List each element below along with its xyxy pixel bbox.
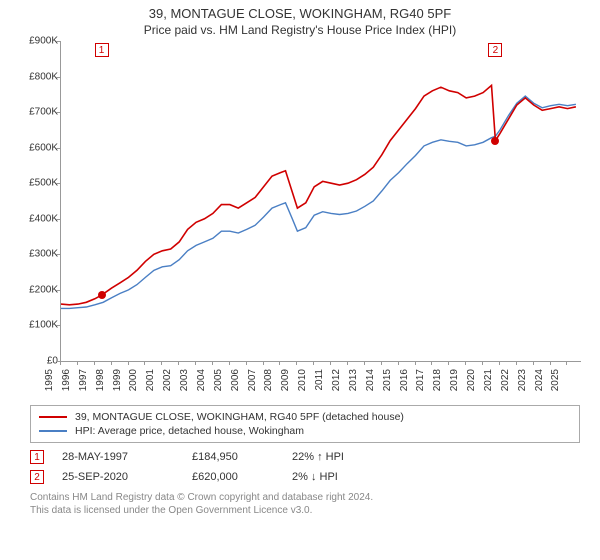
legend-swatch [39, 430, 67, 432]
chart-area: 12 £0£100K£200K£300K£400K£500K£600K£700K… [10, 41, 590, 401]
legend-label: HPI: Average price, detached house, Woki… [75, 425, 304, 437]
sale-row-date: 28-MAY-1997 [62, 451, 192, 463]
sale-marker-label: 1 [95, 43, 109, 57]
y-axis-label: £400K [10, 213, 58, 224]
chart-container: 39, MONTAGUE CLOSE, WOKINGHAM, RG40 5PF … [0, 0, 600, 560]
sale-row-price: £620,000 [192, 471, 292, 483]
y-axis-label: £600K [10, 142, 58, 153]
legend-item: HPI: Average price, detached house, Woki… [39, 424, 571, 438]
y-axis-label: £100K [10, 320, 58, 331]
legend-box: 39, MONTAGUE CLOSE, WOKINGHAM, RG40 5PF … [30, 405, 580, 443]
legend-item: 39, MONTAGUE CLOSE, WOKINGHAM, RG40 5PF … [39, 410, 571, 424]
sale-row: 1 28-MAY-1997£184,95022% ↑ HPI [30, 447, 580, 467]
y-axis-label: £800K [10, 71, 58, 82]
sale-row-number: 2 [30, 470, 44, 484]
legend-swatch [39, 416, 67, 418]
footer-line-2: This data is licensed under the Open Gov… [30, 504, 580, 517]
x-axis-label: 2025 [550, 369, 582, 391]
sale-row-delta: 2% ↓ HPI [292, 471, 412, 483]
y-axis-label: £200K [10, 284, 58, 295]
sales-table: 1 28-MAY-1997£184,95022% ↑ HPI 2 25-SEP-202… [30, 447, 580, 487]
series-line [61, 85, 576, 304]
y-axis-label: £500K [10, 178, 58, 189]
sale-marker-dot [98, 291, 106, 299]
sale-row-date: 25-SEP-2020 [62, 471, 192, 483]
line-series-svg [61, 41, 581, 361]
y-axis-label: £300K [10, 249, 58, 260]
y-axis-label: £0 [10, 356, 58, 367]
sale-row: 2 25-SEP-2020£620,0002% ↓ HPI [30, 467, 580, 487]
sale-row-delta: 22% ↑ HPI [292, 451, 412, 463]
sale-marker-label: 2 [488, 43, 502, 57]
legend-label: 39, MONTAGUE CLOSE, WOKINGHAM, RG40 5PF … [75, 411, 404, 423]
sale-row-number: 1 [30, 450, 44, 464]
sale-row-price: £184,950 [192, 451, 292, 463]
plot-region: 12 [60, 41, 581, 362]
y-axis-label: £900K [10, 36, 58, 47]
footer-line-1: Contains HM Land Registry data © Crown c… [30, 491, 580, 504]
sale-marker-dot [491, 137, 499, 145]
chart-subtitle: Price paid vs. HM Land Registry's House … [0, 21, 600, 41]
chart-title: 39, MONTAGUE CLOSE, WOKINGHAM, RG40 5PF [0, 0, 600, 21]
footer-attribution: Contains HM Land Registry data © Crown c… [30, 491, 580, 517]
series-line [61, 96, 576, 308]
y-axis-label: £700K [10, 107, 58, 118]
